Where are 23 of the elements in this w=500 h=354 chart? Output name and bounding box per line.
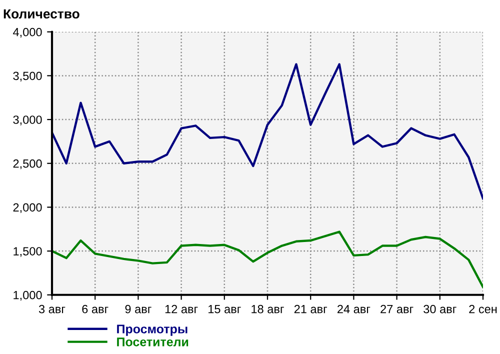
x-tick-label: 24 авг bbox=[338, 304, 370, 314]
legend-label: Просмотры bbox=[117, 324, 188, 336]
x-tick-label: 2 сен bbox=[469, 304, 497, 314]
y-tick-label: 3,500 bbox=[13, 72, 42, 82]
x-tick-label: 30 авг bbox=[424, 304, 456, 314]
x-tick-label: 3 авг bbox=[38, 304, 66, 314]
y-tick-label: 4,000 bbox=[13, 28, 42, 38]
x-tick-label: 21 авг bbox=[294, 304, 328, 314]
x-tick-label: 12 авг bbox=[165, 304, 198, 314]
line-series bbox=[52, 230, 483, 288]
y-tick-label: 2,000 bbox=[13, 203, 42, 213]
line-series bbox=[52, 63, 483, 200]
y-tick-label: 1,000 bbox=[14, 290, 42, 301]
y-axis-title: Количество bbox=[4, 9, 80, 19]
x-tick-label: 15 авг bbox=[208, 305, 241, 314]
x-tick-label: 27 авг bbox=[380, 304, 414, 314]
x-tick-label: 9 авг bbox=[125, 304, 152, 314]
y-tick-label: 1,500 bbox=[14, 247, 42, 257]
x-tick-label: 6 авг bbox=[82, 304, 108, 314]
legend-label: Посетители bbox=[117, 338, 188, 346]
y-tick-label: 3,000 bbox=[13, 116, 42, 126]
y-tick-label: 2,500 bbox=[13, 159, 42, 170]
x-tick-label: 18 авг bbox=[252, 304, 284, 314]
